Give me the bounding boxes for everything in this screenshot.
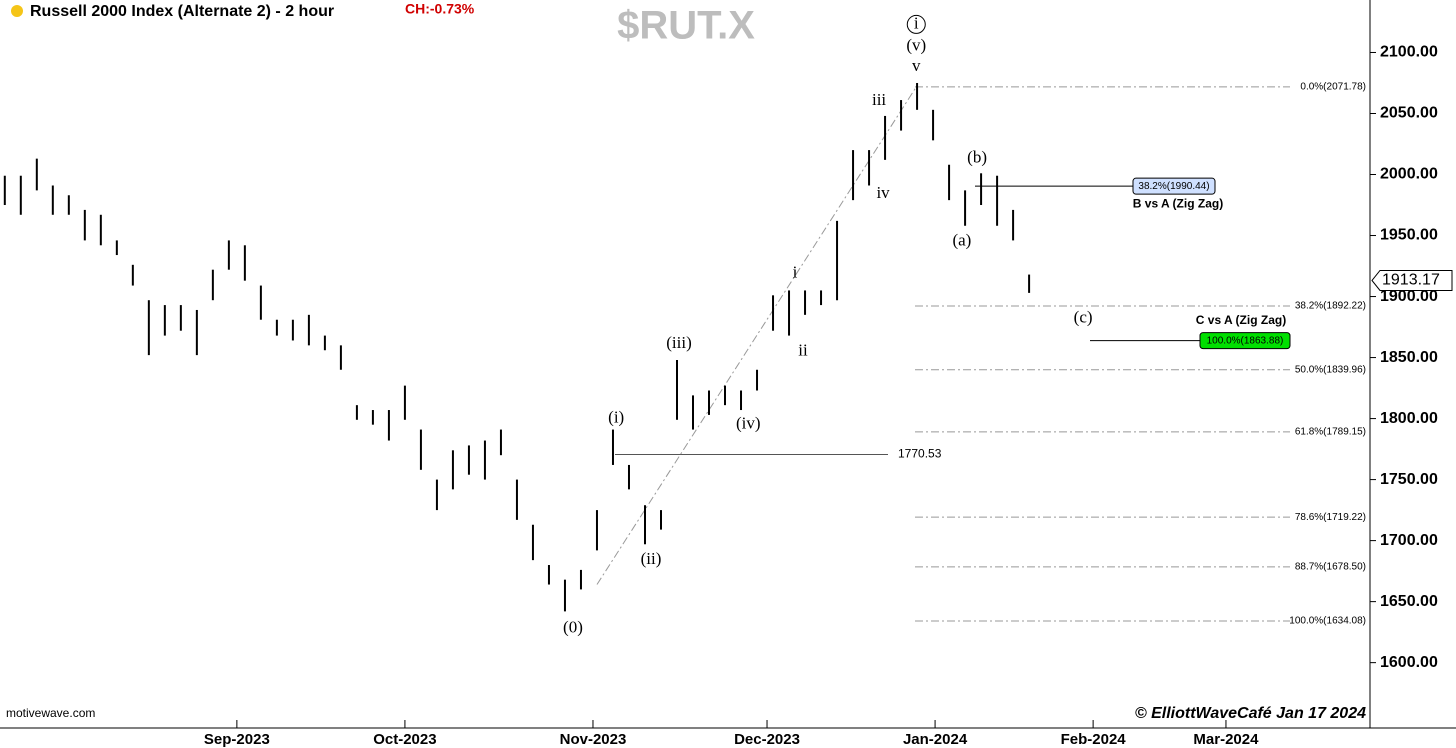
change: CH:-0.73% [405, 1, 475, 17]
x-tick-label: Dec-2023 [734, 731, 800, 748]
y-tick-label: 1850.00 [1380, 349, 1438, 366]
y-tick-label: 1700.00 [1380, 532, 1438, 549]
y-tick-label: 1750.00 [1380, 471, 1438, 488]
x-tick-label: Mar-2024 [1193, 731, 1259, 748]
x-tick-label: Sep-2023 [204, 731, 270, 748]
target-caption: B vs A (Zig Zag) [1133, 196, 1223, 210]
wave-label: (b) [967, 148, 987, 167]
wave-label: (i) [608, 407, 624, 426]
chart-title: Russell 2000 Index (Alternate 2) - 2 hou… [30, 3, 334, 20]
x-tick-label: Oct-2023 [373, 731, 436, 748]
y-tick-label: 1900.00 [1380, 288, 1438, 305]
symbol-watermark: $RUT.X [617, 4, 755, 48]
status-dot [11, 5, 23, 17]
y-tick-label: 2100.00 [1380, 44, 1438, 61]
wave-label: (v) [906, 35, 926, 54]
target-box [1132, 177, 1216, 195]
fib-label: 78.6%(1719.22) [1295, 512, 1366, 523]
target-label: 38.2%(1990.44) [1138, 181, 1209, 192]
y-tick-label: 2000.00 [1380, 166, 1438, 183]
level-label: 1770.53 [898, 447, 942, 461]
x-tick-label: Nov-2023 [560, 731, 627, 748]
wave-label: iv [876, 183, 890, 202]
wave-label: (iii) [666, 333, 692, 352]
wave-label: i [914, 13, 919, 32]
fib-label: 0.0%(2071.78) [1300, 82, 1366, 93]
wave-label: (c) [1074, 307, 1093, 326]
trend-line [596, 86, 917, 585]
fib-label: 61.8%(1789.15) [1295, 426, 1366, 437]
y-tick-label: 1600.00 [1380, 654, 1438, 671]
wave-label: (a) [952, 231, 971, 250]
source: motivewave.com [6, 706, 95, 720]
target-box [1199, 332, 1291, 350]
last-price-box [1371, 269, 1453, 291]
x-tick-label: Feb-2024 [1061, 731, 1127, 748]
last-price: 1913.17 [1382, 272, 1440, 289]
y-tick-label: 2050.00 [1380, 105, 1438, 122]
fib-label: 100.0%(1634.08) [1289, 616, 1366, 627]
wave-label: iii [872, 90, 886, 109]
wave-label: ii [798, 340, 808, 359]
y-tick-label: 1650.00 [1380, 593, 1438, 610]
credit: © ElliottWaveCafé Jan 17 2024 [1135, 705, 1366, 722]
wave-label: i [793, 262, 798, 281]
annotation-circle [906, 14, 926, 34]
wave-label: (ii) [641, 549, 662, 568]
target-label: 100.0%(1863.88) [1207, 335, 1284, 346]
wave-label: (0) [563, 617, 583, 636]
y-tick-label: 1950.00 [1380, 227, 1438, 244]
target-caption: C vs A (Zig Zag) [1196, 313, 1286, 327]
x-tick-label: Jan-2024 [903, 731, 968, 748]
fib-label: 88.7%(1678.50) [1295, 561, 1366, 572]
fib-label: 38.2%(1892.22) [1295, 301, 1366, 312]
wave-label: (iv) [736, 414, 761, 433]
fib-label: 50.0%(1839.96) [1295, 364, 1366, 375]
wave-label: v [912, 56, 921, 75]
y-tick-label: 1800.00 [1380, 410, 1438, 427]
